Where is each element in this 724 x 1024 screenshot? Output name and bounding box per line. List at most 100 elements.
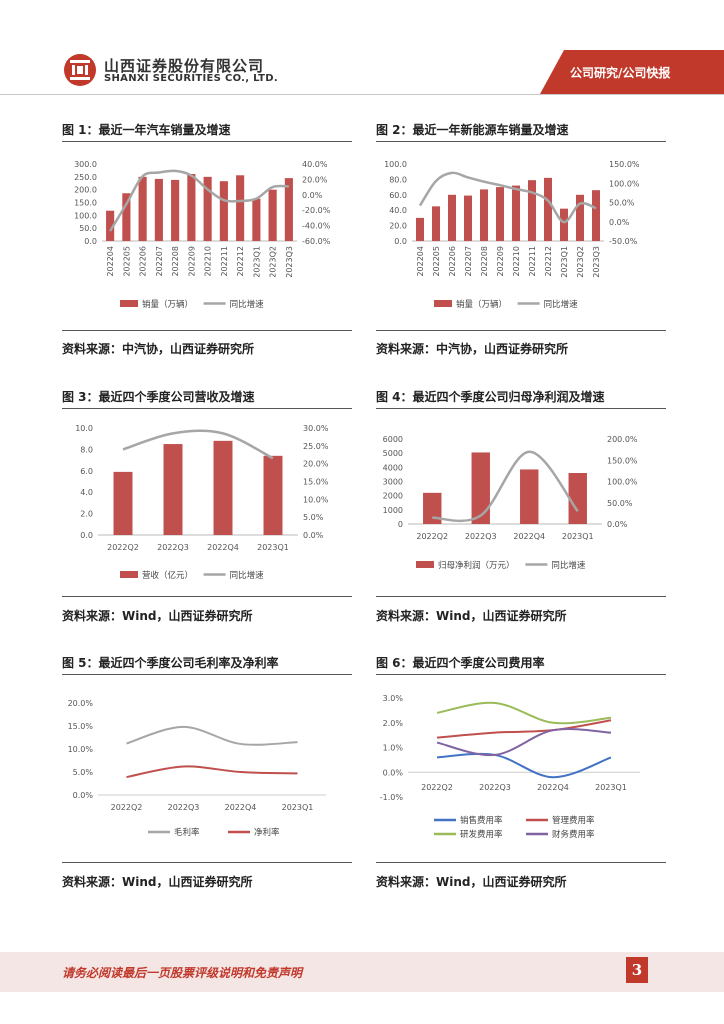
- figure-5-bottom-rule: [62, 862, 352, 863]
- y-axis-tick-label: 10.0%: [68, 745, 94, 754]
- x-axis-tick-label: 2022Q4: [513, 532, 545, 541]
- x-axis-tick-label: 202210: [204, 246, 213, 277]
- bar-2023Q1: [263, 455, 283, 535]
- bar-2022Q4: [520, 469, 539, 524]
- figure-1-title: 图 1：最近一年汽车销量及增速: [62, 123, 231, 137]
- y-axis-tick-label: 20.0%: [68, 699, 94, 708]
- right-axis-tick-label: -60.0%: [302, 237, 331, 246]
- right-axis-tick-label: 0.0%: [302, 191, 323, 200]
- y-axis-tick-label: 15.0%: [68, 722, 94, 731]
- left-axis-tick-label: 200.0: [74, 186, 97, 195]
- left-axis-tick-label: 1000: [383, 506, 403, 515]
- footer-disclaimer: 请务必阅读最后一页股票评级说明和免责声明: [62, 966, 303, 980]
- legend-label-line: 同比增速: [230, 570, 265, 581]
- right-axis-tick-label: 0.0%: [607, 520, 628, 529]
- right-axis-tick-label: 30.0%: [303, 424, 329, 433]
- figure-5-source: 资料来源：Wind，山西证券研究所: [62, 875, 253, 889]
- left-axis-tick-label: 40.0: [389, 206, 407, 215]
- x-axis-tick-label: 2022Q4: [537, 783, 569, 792]
- x-axis-tick-label: 2022Q2: [107, 543, 139, 552]
- series-line-净利率: [126, 765, 298, 779]
- left-axis-tick-label: 4.0: [80, 488, 93, 497]
- bar-202204: [416, 217, 424, 241]
- bar-2022Q3: [163, 444, 183, 535]
- bar-202211: [528, 180, 536, 241]
- left-axis-tick-label: 5000: [383, 449, 403, 458]
- page-number: 3: [626, 957, 648, 983]
- x-axis-tick-label: 2022Q2: [111, 803, 143, 812]
- x-axis-tick-label: 2022Q4: [225, 803, 257, 812]
- x-axis-tick-label: 202211: [528, 246, 537, 277]
- bar-202210: [203, 176, 212, 241]
- x-axis-tick-label: 2023Q2: [576, 246, 585, 278]
- chart-margins: 20.0% 15.0% 10.0% 5.0% 0.0% 2022Q2 2022Q3 2022Q…: [68, 699, 326, 838]
- figure-3-bottom-rule: [62, 596, 352, 597]
- figure-2-bottom-rule: [376, 330, 666, 331]
- bar-2023Q2: [268, 189, 277, 241]
- legend-label-bars: 销量（万辆）: [142, 299, 193, 310]
- bar-2023Q3: [284, 178, 293, 241]
- growth-line: [109, 169, 289, 232]
- x-axis-tick-label: 202208: [480, 246, 489, 277]
- bar-202205: [122, 193, 131, 241]
- y-axis-tick-label: 3.0%: [383, 694, 404, 703]
- figure-6-title: 图 6：最近四个季度公司费用率: [376, 656, 545, 670]
- x-axis-tick-label: 2022Q3: [465, 532, 497, 541]
- left-axis-tick-label: 6000: [383, 435, 403, 444]
- series-line-研发费用率: [436, 701, 612, 725]
- growth-line: [122, 429, 274, 460]
- right-axis-tick-label: 50.0%: [607, 499, 633, 508]
- y-axis-tick-label: -1.0%: [380, 793, 404, 802]
- left-axis-tick-label: 100.0: [74, 211, 97, 220]
- legend-label-管理费用率: 管理费用率: [552, 815, 595, 826]
- right-axis-tick-label: 20.0%: [303, 460, 329, 469]
- x-axis-tick-label: 202207: [155, 246, 164, 277]
- figure-1-bottom-rule: [62, 330, 352, 331]
- footer-band: [0, 952, 724, 992]
- chart-auto-sales: 300.0 250.0 200.0 150.0 100.0 50.0 0.0 40.0% 20.…: [74, 160, 331, 310]
- bar-2022Q2: [113, 471, 133, 535]
- x-axis-tick-label: 2022Q3: [157, 543, 189, 552]
- bar-202208: [480, 189, 488, 241]
- x-axis-tick-label: 2023Q1: [282, 803, 314, 812]
- x-axis-tick-label: 2022Q2: [421, 783, 453, 792]
- left-axis-tick-label: 10.0: [75, 424, 93, 433]
- bar-2022Q3: [471, 452, 490, 524]
- x-axis-tick-label: 2023Q1: [595, 783, 627, 792]
- legend-label-毛利率: 毛利率: [174, 827, 200, 838]
- right-axis-tick-label: -40.0%: [302, 222, 331, 231]
- figure-6-source: 资料来源：Wind，山西证券研究所: [376, 875, 567, 889]
- x-axis-tick-label: 202210: [512, 246, 521, 277]
- right-axis-tick-label: 100.0%: [607, 478, 638, 487]
- legend-label-line: 同比增速: [544, 299, 579, 310]
- left-axis-tick-label: 0: [398, 520, 403, 529]
- right-axis-tick-label: 0.0%: [303, 531, 324, 540]
- legend-swatch-bars: [120, 571, 138, 578]
- x-axis-tick-label: 202206: [139, 246, 148, 277]
- left-axis-tick-label: 4000: [383, 463, 403, 472]
- figure-1-rule: [62, 141, 352, 142]
- bar-2023Q1: [568, 473, 587, 524]
- x-axis-tick-label: 2023Q1: [257, 543, 289, 552]
- bar-2023Q2: [576, 194, 584, 241]
- legend-label-bars: 归母净利润（万元）: [438, 560, 515, 571]
- x-axis-tick-label: 202205: [122, 246, 131, 277]
- figure-5-rule: [62, 674, 352, 675]
- left-axis-tick-label: 2.0: [80, 510, 93, 519]
- figure-3-source: 资料来源：Wind，山西证券研究所: [62, 609, 253, 623]
- left-axis-tick-label: 6.0: [80, 467, 93, 476]
- bar-202207: [154, 178, 163, 241]
- x-axis-tick-label: 202207: [464, 246, 473, 277]
- x-axis-tick-label: 2022Q3: [479, 783, 511, 792]
- figure-3-rule: [62, 408, 352, 409]
- growth-line: [432, 450, 579, 523]
- left-axis-tick-label: 150.0: [74, 199, 97, 208]
- growth-line: [418, 171, 597, 224]
- x-axis-tick-label: 2022Q3: [168, 803, 200, 812]
- left-axis-tick-label: 3000: [383, 478, 403, 487]
- x-axis-tick-label: 202208: [171, 246, 180, 277]
- x-axis-tick-label: 202204: [416, 246, 425, 277]
- right-axis-tick-label: 50.0%: [609, 199, 635, 208]
- legend-label-销售费用率: 销售费用率: [460, 815, 503, 826]
- series-line-财务费用率: [436, 727, 612, 757]
